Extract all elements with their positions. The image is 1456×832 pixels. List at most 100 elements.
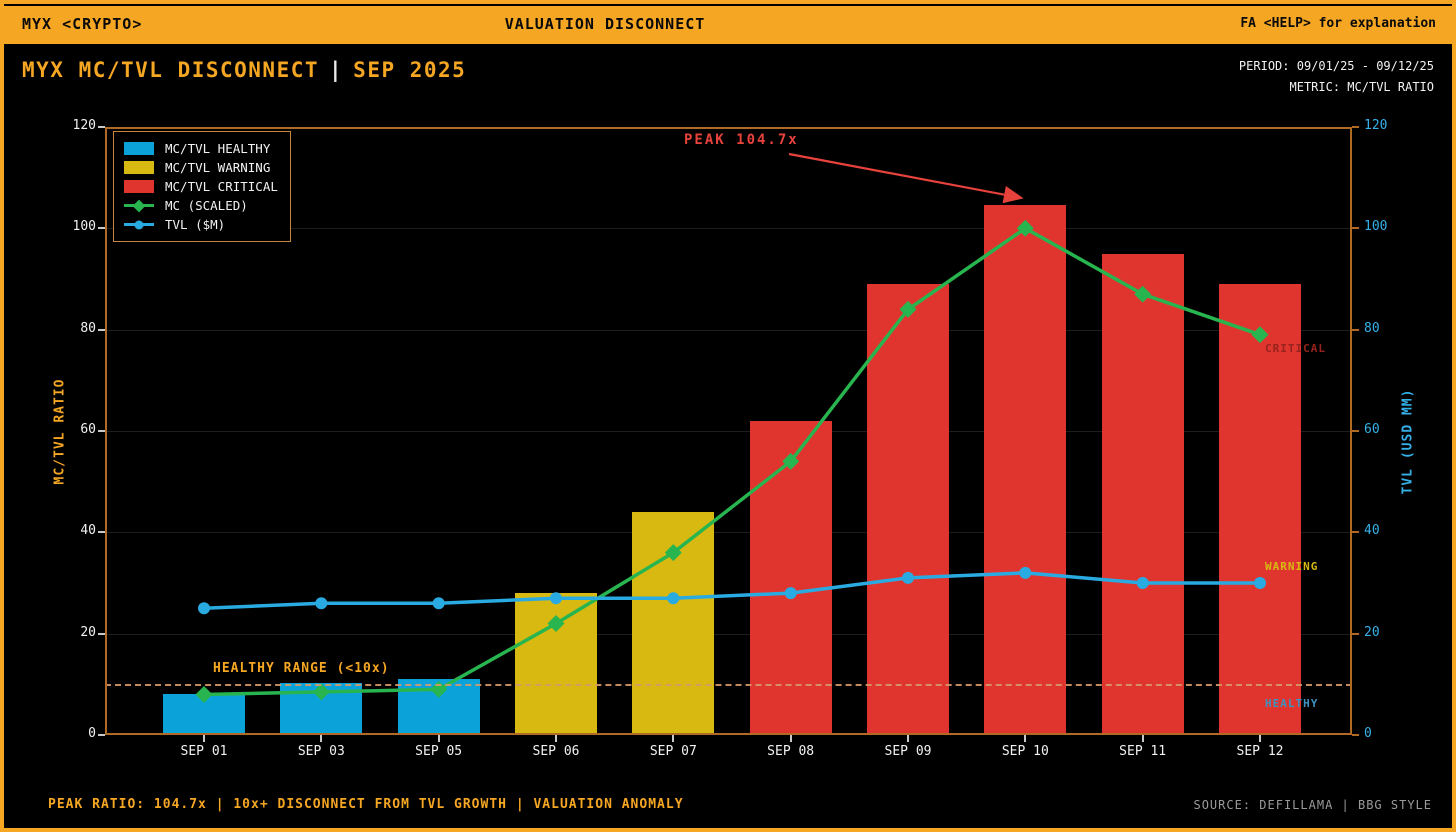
y-tickmark-right (1352, 734, 1359, 736)
y-tickmark-left (98, 734, 105, 736)
chart-legend: MC/TVL HEALTHY MC/TVL WARNING MC/TVL CRITI… (113, 131, 291, 242)
y-tickmark-left (98, 531, 105, 534)
x-tick-sep-01: SEP 01 (180, 744, 228, 759)
header-title: VALUATION DISCONNECT (504, 15, 706, 33)
y-tickmark-right (1352, 531, 1359, 534)
axis-spine-top (105, 127, 1352, 129)
footer-source: SOURCE: DEFILLAMA | BBG STYLE (1193, 798, 1432, 812)
zone-label-healthy: HEALTHY (1265, 696, 1319, 710)
x-tick-sep-03: SEP 03 (297, 744, 345, 759)
legend-label: MC (SCALED) (165, 198, 248, 213)
y-tick-left-120: 120 (72, 118, 96, 133)
grid-line (105, 228, 1352, 230)
y-tickmark-right (1352, 328, 1359, 331)
x-tick-sep-07: SEP 07 (649, 744, 697, 759)
y-tickmark-left (98, 227, 105, 230)
x-tick-sep-12: SEP 12 (1236, 744, 1284, 759)
grid-line (105, 329, 1352, 331)
line-diamond-icon (124, 199, 154, 212)
y-tick-left-80: 80 (80, 320, 96, 336)
footer-summary: PEAK RATIO: 104.7x | 10x+ DISCONNECT FRO… (48, 797, 684, 812)
x-tick-sep-09: SEP 09 (884, 744, 932, 759)
legend-item-mc-tvl-warning: MC/TVL WARNING (124, 158, 278, 177)
grid-line (105, 532, 1352, 534)
title-separator: | (329, 58, 344, 82)
y-tick-right-20: 20 (1364, 624, 1380, 640)
chart-title: MYX MC/TVL DISCONNECT | SEP 2025 (22, 58, 467, 82)
legend-item-mc-scaled-: MC (SCALED) (124, 196, 278, 215)
healthy-range-label: HEALTHY RANGE (<10x) (213, 661, 390, 677)
ticker-symbol: MYX <CRYPTO> (22, 15, 143, 33)
line-circle-icon (124, 220, 154, 229)
bar-icon (124, 161, 154, 174)
y-tick-left-40: 40 (80, 523, 96, 539)
y-tick-right-100: 100 (1364, 219, 1388, 235)
y-tick-right-120: 120 (1364, 118, 1388, 133)
legend-label: TVL ($M) (165, 217, 226, 232)
line-series-overlay (195, 152, 1269, 703)
x-tick-sep-11: SEP 11 (1119, 744, 1167, 759)
x-tickmark (555, 735, 557, 742)
y-tick-right-80: 80 (1364, 320, 1380, 336)
y-tickmark-left (98, 328, 105, 331)
legend-item-mc-tvl-critical: MC/TVL CRITICAL (124, 177, 278, 196)
legend-label: MC/TVL CRITICAL (165, 179, 278, 194)
legend-swatch (124, 161, 154, 174)
x-tickmark (437, 735, 440, 742)
x-tickmark (1024, 735, 1027, 742)
y-tickmark-right (1352, 227, 1359, 230)
legend-swatch (124, 180, 154, 193)
chart-meta-info: PERIOD: 09/01/25 - 09/12/25 METRIC: MC/T… (1239, 56, 1434, 98)
x-tickmark (1141, 735, 1144, 742)
bar-sep-09 (867, 284, 949, 735)
x-tick-sep-05: SEP 05 (415, 744, 463, 759)
terminal-header-bar: MYX <CRYPTO> VALUATION DISCONNECT FA <HE… (4, 6, 1452, 44)
axis-spine-right (1350, 127, 1352, 735)
bar-sep-10 (984, 204, 1067, 735)
y-tick-left-0: 0 (88, 726, 96, 741)
zone-label-warning: WARNING (1265, 559, 1319, 573)
y-tickmark-left (98, 632, 105, 635)
metric-label: METRIC: MC/TVL RATIO (1289, 80, 1435, 94)
bar-sep-12 (1219, 284, 1301, 735)
y-axis-title-right: TVL (USD MM) (1400, 388, 1416, 495)
legend-item-tvl-m-: TVL ($M) (124, 215, 278, 234)
y-tick-right-40: 40 (1364, 523, 1380, 539)
x-tickmark (907, 735, 909, 742)
y-tickmark-right (1352, 632, 1359, 635)
y-tick-right-0: 0 (1364, 726, 1372, 741)
x-tickmark (1259, 735, 1261, 742)
healthy-threshold-line (105, 684, 1352, 687)
period-label: PERIOD: 09/01/25 - 09/12/25 (1238, 59, 1434, 73)
legend-swatch (124, 142, 154, 155)
legend-item-mc-tvl-healthy: MC/TVL HEALTHY (124, 139, 278, 158)
zone-label-critical: CRITICAL (1265, 341, 1326, 355)
chart-plot-area: HEALTHY RANGE (<10x) PEAK 104.7x CRITICA… (105, 127, 1352, 735)
bar-icon (124, 180, 154, 193)
legend-label: MC/TVL WARNING (165, 160, 271, 175)
x-tickmark (203, 735, 205, 742)
y-tickmark-left (98, 430, 105, 432)
legend-marker (132, 199, 146, 212)
bar-sep-08 (749, 420, 832, 735)
axis-spine-left (105, 127, 107, 735)
help-command-hint[interactable]: FA <HELP> for explanation (1240, 16, 1436, 31)
legend-marker (134, 220, 144, 229)
y-tick-right-60: 60 (1364, 422, 1380, 437)
grid-line (105, 431, 1352, 432)
bar-icon (124, 142, 154, 155)
x-tick-sep-08: SEP 08 (767, 744, 815, 759)
x-tick-sep-10: SEP 10 (1001, 744, 1049, 759)
axis-spine-bottom (105, 733, 1352, 735)
grid-line (105, 633, 1352, 635)
y-tick-left-20: 20 (80, 624, 96, 640)
x-tickmark (789, 735, 792, 742)
bar-sep-11 (1101, 253, 1184, 735)
x-tickmark (320, 735, 323, 742)
peak-annotation: PEAK 104.7x (684, 132, 799, 148)
y-tick-left-60: 60 (80, 422, 96, 437)
legend-label: MC/TVL HEALTHY (165, 141, 271, 156)
y-axis-title-left: MC/TVL RATIO (52, 378, 68, 485)
y-tickmark-right (1352, 430, 1359, 432)
